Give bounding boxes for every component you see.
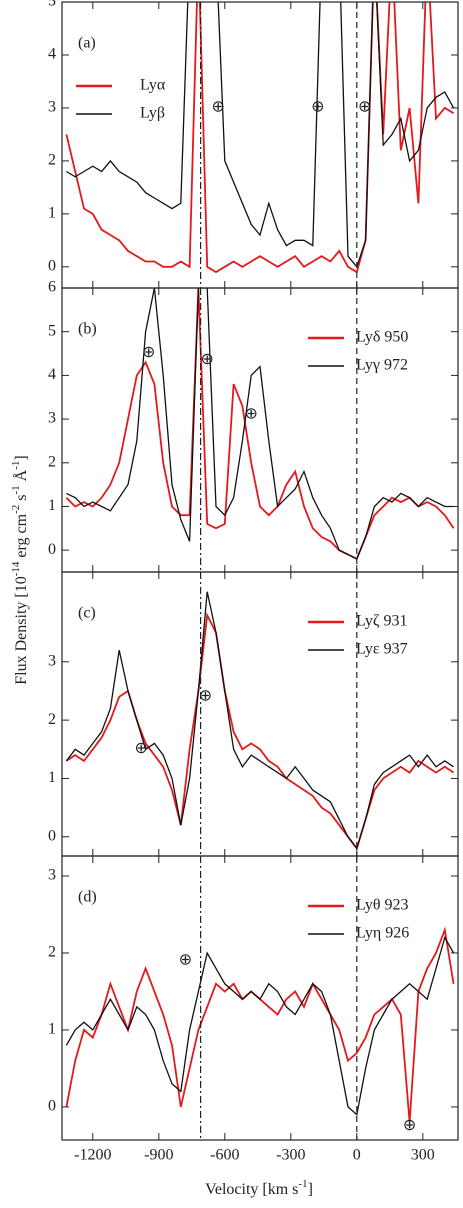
legend-label: Lyθ 923 — [356, 897, 409, 914]
legend-label: Lyη 926 — [356, 925, 409, 942]
x-tick-label: 300 — [411, 1147, 435, 1164]
legend-label: Lyζ 931 — [356, 613, 408, 630]
y-tick-label: 5 — [48, 0, 56, 10]
legend-label: Lyγ 972 — [356, 357, 408, 374]
data-line — [66, 2, 455, 269]
label-part: erg cm — [13, 513, 30, 561]
annotation: ⊕ — [200, 351, 213, 368]
panel-label: (c) — [78, 605, 96, 622]
y-tick-label: 1 — [48, 497, 56, 514]
y-tick-label: 3 — [48, 867, 56, 884]
label-part: Velocity [km s — [205, 1181, 298, 1198]
annotation: ⊕ — [311, 99, 324, 116]
label-part: Å — [12, 469, 30, 485]
y-tick-label: 3 — [48, 410, 56, 427]
label-part: ] — [13, 455, 30, 460]
y-tick-label: 0 — [48, 827, 56, 844]
annotation: ⊕ — [211, 99, 224, 116]
y-tick-label: 2 — [48, 453, 56, 470]
x-tick-label: -900 — [144, 1147, 173, 1164]
y-tick-label: 2 — [48, 711, 56, 728]
panel-label: (b) — [78, 321, 97, 338]
panel-label: (a) — [78, 35, 96, 52]
annotation: ⊕ — [142, 344, 155, 361]
label-part: ] — [308, 1181, 313, 1198]
y-tick-label: 5 — [48, 322, 56, 339]
y-tick-label: 1 — [48, 205, 56, 222]
y-tick-label: 1 — [48, 769, 56, 786]
y-tick-label: 3 — [48, 99, 56, 116]
plot-area — [65, 288, 455, 561]
y-axis-label: Flux Density [10-14 erg cm-2 s-1 Å-1] — [10, 455, 30, 684]
superscript: -1 — [10, 485, 22, 494]
y-tick-label: 3 — [48, 652, 56, 669]
data-line — [65, 2, 455, 274]
y-tick-label: 4 — [48, 366, 56, 383]
y-tick-label: 0 — [48, 541, 56, 558]
legend-label: Lyε 937 — [356, 641, 408, 658]
legend-label: Lyβ — [140, 105, 165, 122]
axes-frame — [61, 1, 459, 289]
y-tick-label: 2 — [48, 152, 56, 169]
data-line — [65, 591, 454, 850]
x-tick-label: 0 — [353, 1147, 361, 1164]
legend-label: Lyδ 950 — [356, 329, 408, 346]
x-tick-label: -300 — [276, 1147, 305, 1164]
y-tick-label: 2 — [48, 944, 56, 961]
y-tick-label: 0 — [48, 257, 56, 274]
y-tick-label: 4 — [48, 46, 56, 63]
plot-area — [65, 591, 455, 851]
y-tick-label: 0 — [48, 1098, 56, 1115]
data-line — [65, 926, 455, 1123]
plot-area — [65, 2, 455, 274]
axes-frame — [61, 855, 459, 1141]
label-part: Flux Density [10 — [13, 576, 30, 684]
y-tick-label: 1 — [48, 1021, 56, 1038]
annotation: ⊕ — [403, 1117, 416, 1134]
plot-area — [65, 926, 455, 1123]
y-tick-label: 6 — [48, 279, 56, 296]
panel-label: (d) — [78, 889, 97, 906]
x-tick-label: -1200 — [74, 1147, 111, 1164]
x-tick-label: -600 — [210, 1147, 239, 1164]
annotation: ⊕ — [358, 99, 371, 116]
annotation: ⊕ — [179, 951, 192, 968]
annotation: ⊕ — [244, 405, 257, 422]
superscript: -1 — [10, 461, 22, 470]
annotation: ⊕ — [134, 740, 147, 757]
label-part: s — [13, 495, 30, 505]
data-line — [66, 288, 454, 560]
superscript: -1 — [298, 1178, 307, 1190]
x-axis-label: Velocity [km s-1] — [205, 1178, 313, 1198]
data-line — [65, 935, 455, 1116]
superscript: -14 — [10, 561, 22, 576]
superscript: -2 — [10, 505, 22, 514]
legend-label: Lyα — [140, 77, 166, 94]
annotation: ⊕ — [199, 687, 212, 704]
